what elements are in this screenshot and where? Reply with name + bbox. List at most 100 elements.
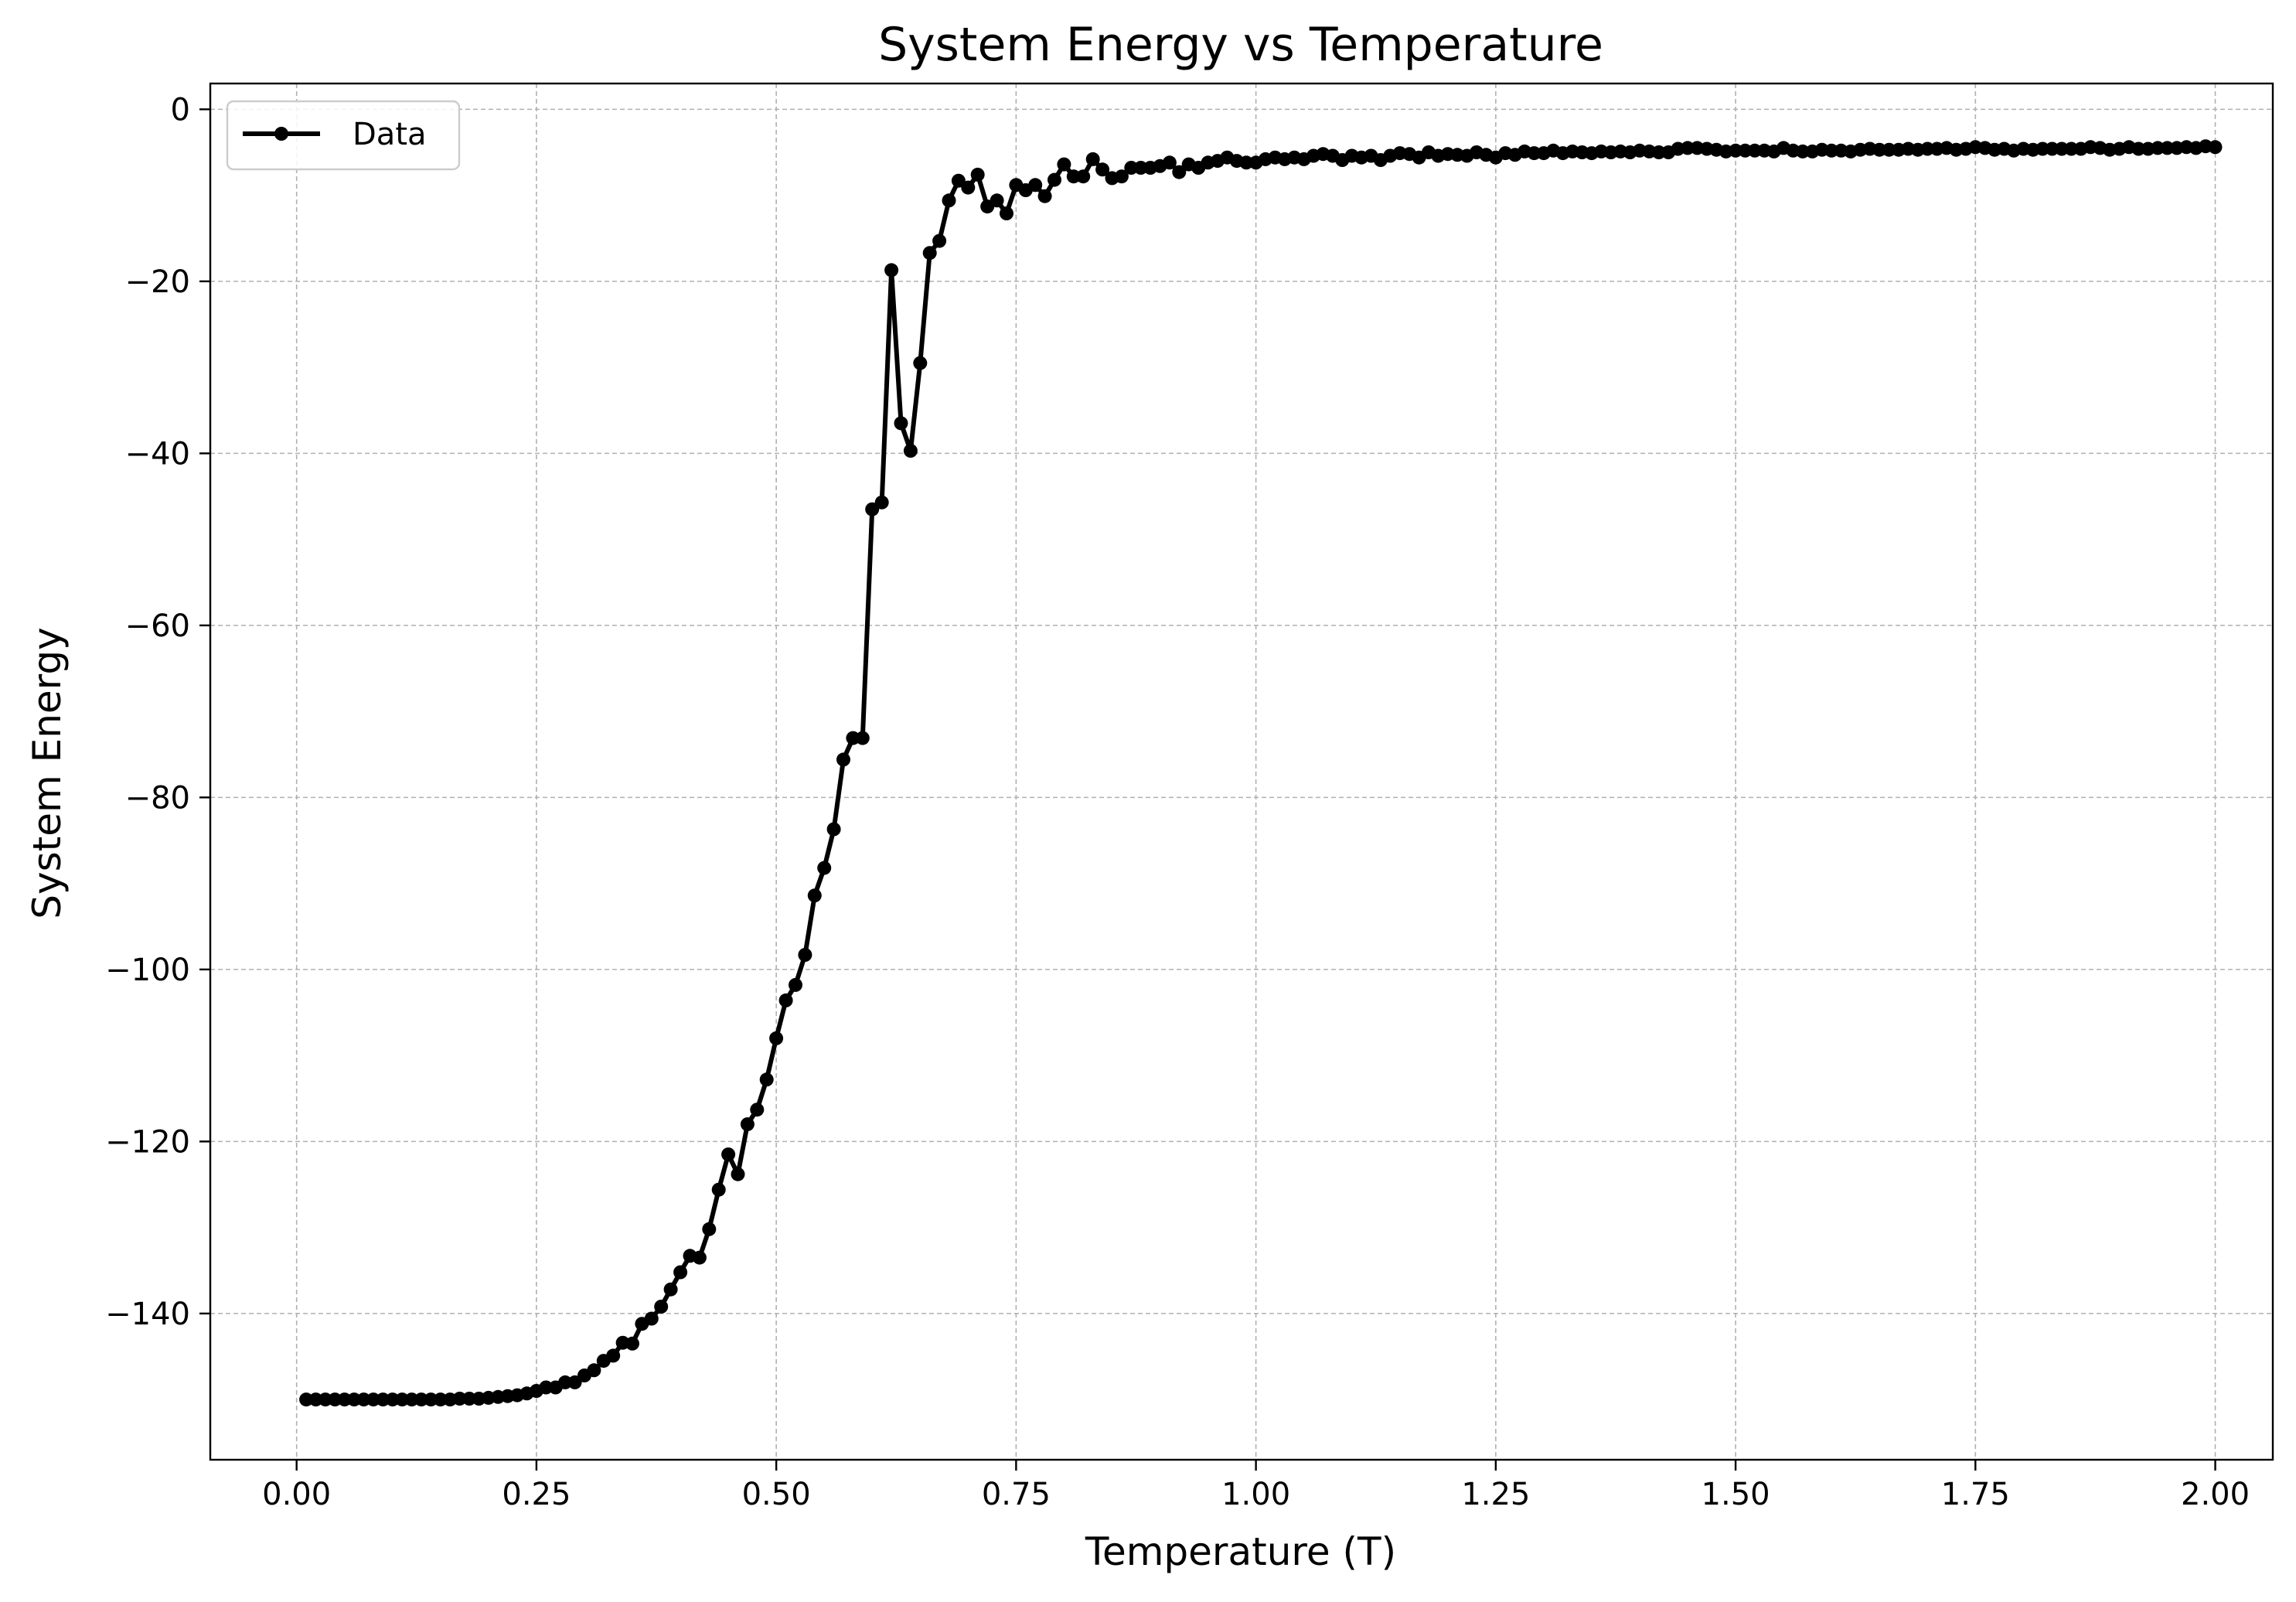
- x-tick-label: 1.00: [1221, 1477, 1290, 1512]
- x-tick-label: 1.50: [1702, 1477, 1770, 1512]
- data-point: [404, 1392, 419, 1407]
- data-point: [356, 1392, 371, 1407]
- data-point: [913, 356, 928, 370]
- data-point: [395, 1392, 410, 1407]
- x-tick-label: 2.00: [2181, 1477, 2250, 1512]
- data-point: [606, 1348, 621, 1363]
- data-point: [539, 1380, 554, 1395]
- y-tick-label: −80: [125, 780, 190, 816]
- y-tick-label: −100: [105, 953, 190, 988]
- data-point: [951, 173, 966, 188]
- data-point: [1057, 157, 1071, 172]
- data-point: [663, 1282, 678, 1297]
- data-point: [1095, 162, 1110, 177]
- data-point: [865, 502, 880, 516]
- x-tick-label: 1.25: [1461, 1477, 1530, 1512]
- data-point: [587, 1363, 601, 1378]
- grid-lines: [210, 84, 2273, 1460]
- data-point: [625, 1336, 639, 1351]
- data-point: [1124, 161, 1139, 175]
- data-point: [855, 731, 870, 745]
- data-point: [692, 1250, 707, 1265]
- data-point: [308, 1392, 323, 1407]
- data-point: [673, 1265, 688, 1280]
- data-point: [2151, 141, 2165, 155]
- data-point: [2131, 141, 2146, 156]
- data-point: [922, 246, 937, 261]
- data-point: [1872, 142, 1887, 157]
- data-point: [798, 948, 812, 962]
- data-point: [1114, 169, 1129, 184]
- x-tick-label: 0.50: [742, 1477, 811, 1512]
- data-point: [1028, 178, 1043, 193]
- data-point: [789, 977, 802, 992]
- data-point: [1048, 172, 1061, 187]
- data-point: [2208, 140, 2223, 155]
- data-point: [1747, 143, 1762, 158]
- data-point: [759, 1072, 774, 1087]
- data-point: [2064, 141, 2079, 156]
- data-point: [347, 1392, 362, 1407]
- data-point: [1000, 206, 1013, 220]
- data-point: [452, 1392, 467, 1406]
- data-point: [721, 1147, 736, 1162]
- data-point: [462, 1392, 477, 1406]
- data-point: [1651, 145, 1666, 159]
- y-tick-label: −20: [125, 264, 190, 300]
- plot-frame: [209, 82, 2274, 1461]
- data-point: [894, 416, 908, 431]
- data-point: [318, 1392, 332, 1407]
- y-tick-label: −60: [125, 608, 190, 644]
- data-point: [769, 1031, 784, 1045]
- data-point: [702, 1222, 717, 1236]
- data-point: [884, 263, 899, 278]
- data-point: [654, 1300, 669, 1314]
- data-point: [1162, 155, 1177, 170]
- data-point: [711, 1182, 726, 1197]
- data-point: [558, 1375, 573, 1389]
- data-point: [433, 1392, 448, 1407]
- x-axis-label: Temperature (T): [1085, 1529, 1396, 1574]
- data-point: [1920, 141, 1935, 156]
- data-point: [1076, 169, 1091, 184]
- data-point: [846, 731, 860, 745]
- data-point: [990, 193, 1004, 208]
- data-point: [1239, 155, 1254, 170]
- data-point: [836, 752, 850, 767]
- data-point: [961, 180, 976, 195]
- data-point: [932, 233, 947, 248]
- data-point: [942, 193, 956, 208]
- y-axis-label: System Energy: [25, 627, 70, 919]
- legend-marker-swatch: [274, 127, 288, 141]
- data-point: [414, 1392, 428, 1407]
- data-point: [807, 888, 822, 903]
- y-tick-label: 0: [171, 92, 190, 128]
- data-point: [970, 167, 985, 182]
- data-point: [1066, 169, 1081, 184]
- data-point: [731, 1167, 745, 1181]
- data-point: [1527, 146, 1541, 161]
- data-point: [1085, 152, 1100, 166]
- data-point: [644, 1311, 659, 1326]
- data-point: [2045, 141, 2059, 156]
- data-point: [328, 1392, 342, 1407]
- data-point: [778, 993, 793, 1007]
- data-point: [2160, 141, 2175, 155]
- data-point: [299, 1392, 314, 1407]
- x-tick-label: 1.75: [1941, 1477, 2010, 1512]
- y-tick-label: −120: [105, 1124, 190, 1160]
- data-point: [1795, 144, 1810, 158]
- data-point: [1172, 165, 1187, 179]
- chart-title: System Energy vs Temperature: [878, 18, 1603, 72]
- y-axis-ticks: 0 −20 −40 −60 −80 −100 −120 −140: [105, 92, 210, 1332]
- data-point: [1738, 143, 1753, 158]
- data-point: [740, 1117, 755, 1132]
- data-point: [2055, 141, 2069, 156]
- series-layer: [299, 139, 2223, 1407]
- data-point: [903, 444, 918, 458]
- data-point: [385, 1392, 400, 1407]
- data-point: [1824, 143, 1839, 158]
